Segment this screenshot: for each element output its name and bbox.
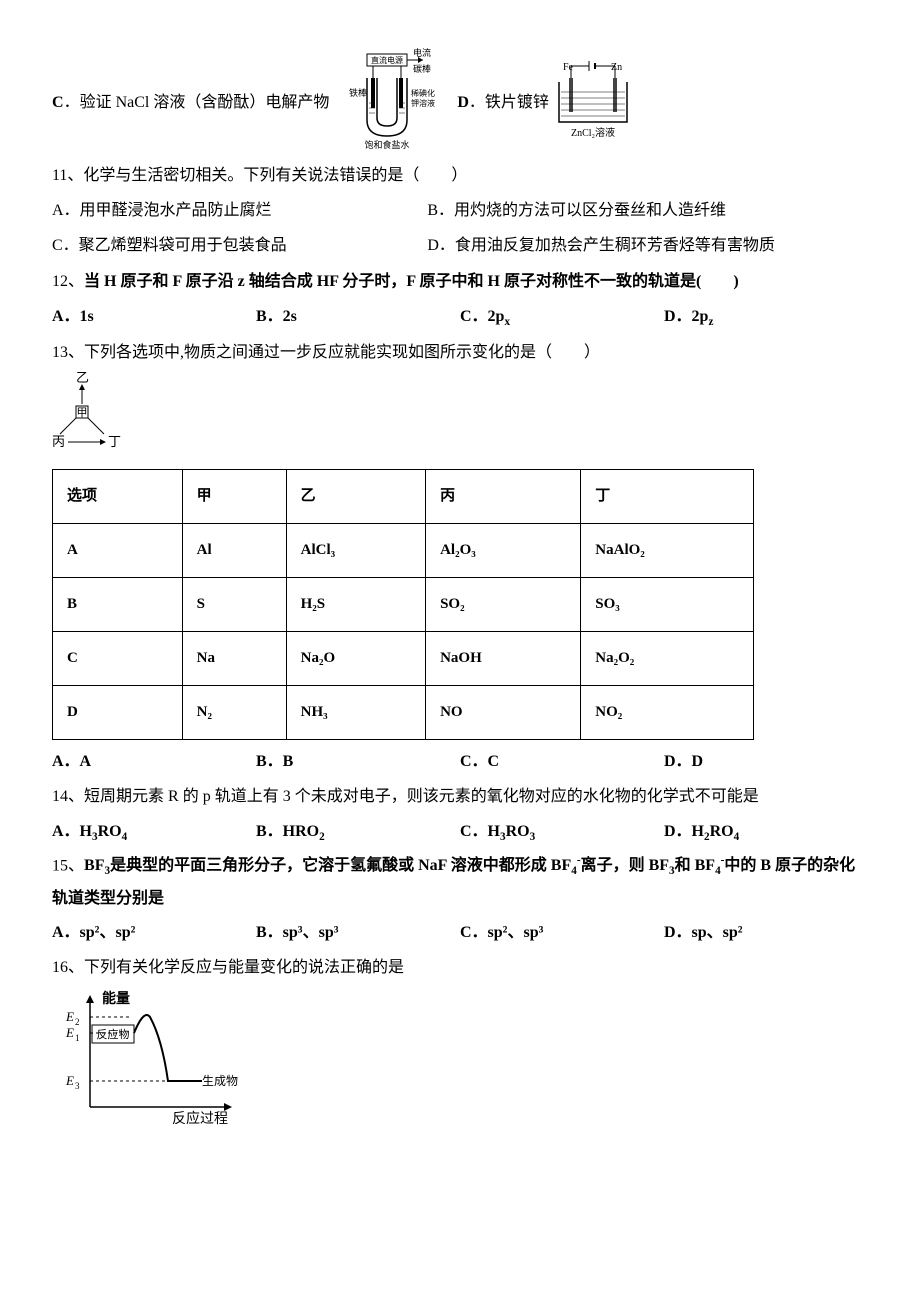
table-row: B S H₂S SO₂ SO₃ [53,577,754,631]
q11-d: D．食用油反复加热会产生稠环芳香烃等有害物质 [427,228,868,263]
svg-text:1: 1 [75,1033,80,1043]
svg-text:E: E [65,1073,74,1088]
q11-a: A．用甲醛浸泡水产品防止腐烂 [52,193,427,228]
q14-d: D．H2RO4 [664,814,868,850]
fe-label: Fe [563,62,574,73]
svg-text:E: E [65,1025,74,1040]
q12-a: A．1s [52,299,256,335]
q14-a: A．H3RO4 [52,814,256,850]
zn-label: Zn [611,62,622,73]
dc-label: 直流电源 [371,55,403,65]
q12-d: D．2pz [664,299,868,335]
q13-b: B．B [256,744,460,779]
q14-stem: 14、短周期元素 R 的 p 轨道上有 3 个未成对电子，则该元素的氧化物对应的… [52,779,868,814]
bing-node: 丙 [52,434,65,449]
q11-c: C．聚乙烯塑料袋可用于包装食品 [52,228,427,263]
ki-label: 稀碘化 [411,88,435,98]
svg-text:E: E [65,1009,74,1024]
reactant-label: 反应物 [97,1027,130,1041]
zncl2-label: ZnCl₂溶液 [571,126,615,139]
q10-options-cd: C ．验证 NaCl 溶液（含酚酞）电解产物 直流电源 电流 碳棒 铁棒 稀碘化… [52,48,868,158]
svg-text:2: 2 [75,1017,80,1027]
q10-c-text: ．验证 NaCl 溶液（含酚酞）电解产物 [64,85,330,120]
q11-opts-cd: C．聚乙烯塑料袋可用于包装食品 D．食用油反复加热会产生稠环芳香烃等有害物质 [52,228,868,263]
q10-d-prefix: D [457,85,469,120]
th-opt: 选项 [53,469,183,523]
q16-stem: 16、下列有关化学反应与能量变化的说法正确的是 [52,950,868,985]
table-row: D N₂ NH₃ NO NO₂ [53,685,754,739]
y-label: 能量 [102,990,130,1007]
x-label: 反应过程 [172,1110,228,1127]
q13-d: D．D [664,744,868,779]
th-yi: 乙 [286,469,425,523]
q14-c: C．H3RO3 [460,814,664,850]
q14-opts: A．H3RO4 B．HRO2 C．H3RO3 D．H2RO4 [52,814,868,850]
q13-a: A．A [52,744,256,779]
q13-opts: A．A B．B C．C D．D [52,744,868,779]
table-header-row: 选项 甲 乙 丙 丁 [53,469,754,523]
jia-node: 甲 [77,407,88,419]
q12-opts: A．1s B．2s C．2px D．2pz [52,299,868,335]
svg-text:3: 3 [75,1081,80,1091]
q14-b: B．HRO2 [256,814,460,850]
q15-c: C．sp²、sp³ [460,915,664,950]
th-bing: 丙 [426,469,581,523]
iron-label: 铁棒 [349,87,367,98]
energy-graph-icon: 能量 E2 E1 反应物 E3 生成物 反应过程 [52,989,868,1142]
q11-opts-ab: A．用甲醛浸泡水产品防止腐烂 B．用灼烧的方法可以区分蚕丝和人造纤维 [52,193,868,228]
q13-table: 选项 甲 乙 丙 丁 A Al AlCl₃ Al₂O₃ NaAlO₂ B S H… [52,469,754,740]
salt-label: 饱和食盐水 [365,139,410,150]
q15-stem: 15、BF3是典型的平面三角形分子，它溶于氢氟酸或 NaF 溶液中都形成 BF4… [52,850,868,915]
q12-c: C．2px [460,299,664,335]
q12-stem: 12、当 H 原子和 F 原子沿 z 轴结合成 HF 分子时，F 原子中和 H … [52,264,868,299]
electrolysis-diagram-icon: 直流电源 电流 碳棒 铁棒 稀碘化 钾溶液 饱和食盐水 [333,48,453,158]
plating-diagram-icon: Fe Zn ZnCl₂溶液 [553,58,633,148]
q13-stem: 13、下列各选项中,物质之间通过一步反应就能实现如图所示变化的是（ ） [52,335,868,370]
current-label: 电流 [413,48,431,58]
q10-c-prefix: C [52,85,64,120]
q15-opts: A．sp²、sp² B．sp³、sp³ C．sp²、sp³ D．sp、sp² [52,915,868,950]
product-label: 生成物 [202,1074,238,1088]
svg-text:钾溶液: 钾溶液 [411,98,435,108]
yi-node: 乙 [76,370,89,385]
q15-a: A．sp²、sp² [52,915,256,950]
q11-stem: 11、化学与生活密切相关。下列有关说法错误的是（ ） [52,158,868,193]
carbon-label: 碳棒 [413,63,431,74]
th-ding: 丁 [581,469,753,523]
q12-b: B．2s [256,299,460,335]
q13-diagram-icon: 乙 甲 丙 丁 [52,370,868,463]
table-row: A Al AlCl₃ Al₂O₃ NaAlO₂ [53,523,754,577]
th-jia: 甲 [182,469,286,523]
q15-b: B．sp³、sp³ [256,915,460,950]
q13-c: C．C [460,744,664,779]
q11-b: B．用灼烧的方法可以区分蚕丝和人造纤维 [427,193,868,228]
ding-node: 丁 [108,434,121,449]
table-row: C Na Na₂O NaOH Na₂O₂ [53,631,754,685]
q10-d-text: ．铁片镀锌 [469,85,549,120]
q15-d: D．sp、sp² [664,915,868,950]
